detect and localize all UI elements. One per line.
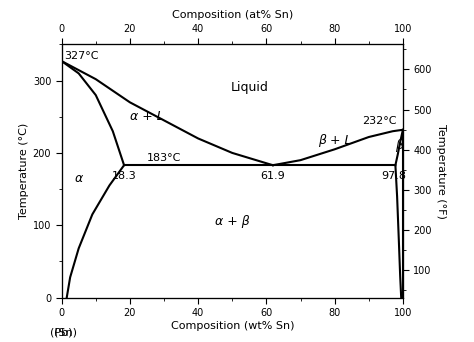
Text: 232°C: 232°C xyxy=(362,116,396,126)
Text: (Sn): (Sn) xyxy=(54,328,76,338)
Text: 18.3: 18.3 xyxy=(112,171,137,181)
Y-axis label: Temperature (°C): Temperature (°C) xyxy=(18,123,28,219)
Text: α + β: α + β xyxy=(215,215,250,228)
Text: Liquid: Liquid xyxy=(230,81,268,94)
Text: 61.9: 61.9 xyxy=(261,171,285,181)
X-axis label: Composition (wt% Sn): Composition (wt% Sn) xyxy=(171,321,294,331)
Text: β + L: β + L xyxy=(318,133,351,146)
X-axis label: Composition (at% Sn): Composition (at% Sn) xyxy=(172,11,293,21)
Text: 183°C: 183°C xyxy=(147,153,181,163)
Text: α: α xyxy=(74,172,83,185)
Text: 97.8: 97.8 xyxy=(381,171,406,181)
Text: α + L: α + L xyxy=(130,110,164,123)
Text: 327°C: 327°C xyxy=(64,51,99,61)
Text: β: β xyxy=(395,139,403,152)
Text: (Pb): (Pb) xyxy=(50,328,73,338)
Y-axis label: Temperature (°F): Temperature (°F) xyxy=(436,123,446,219)
